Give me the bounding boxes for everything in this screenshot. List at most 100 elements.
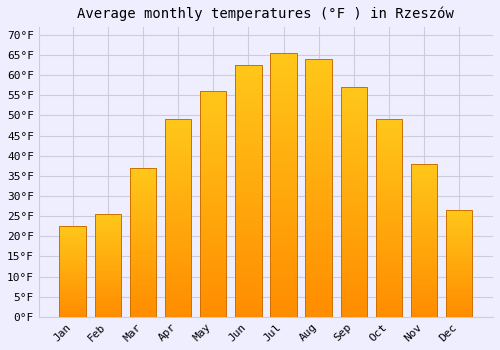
Bar [200, 177, 226, 179]
Bar [270, 121, 296, 124]
Bar [411, 274, 438, 275]
Bar [235, 166, 262, 168]
Bar [411, 185, 438, 187]
Bar [376, 224, 402, 226]
Bar [94, 304, 121, 306]
Bar [306, 67, 332, 69]
Bar [306, 294, 332, 296]
Bar [340, 248, 367, 250]
Bar [306, 59, 332, 62]
Bar [340, 138, 367, 140]
Bar [340, 96, 367, 99]
Bar [306, 242, 332, 245]
Bar [340, 103, 367, 106]
Bar [306, 234, 332, 237]
Bar [165, 181, 191, 183]
Bar [235, 141, 262, 143]
Bar [130, 197, 156, 199]
Bar [235, 131, 262, 133]
Bar [376, 313, 402, 315]
Bar [270, 293, 296, 296]
Bar [376, 261, 402, 264]
Bar [446, 229, 472, 230]
Bar [411, 201, 438, 202]
Bar [270, 277, 296, 280]
Bar [235, 148, 262, 150]
Bar [376, 119, 402, 121]
Bar [235, 108, 262, 110]
Bar [446, 239, 472, 240]
Bar [446, 252, 472, 253]
Bar [235, 269, 262, 272]
Bar [411, 306, 438, 308]
Bar [235, 249, 262, 251]
Bar [270, 246, 296, 248]
Bar [270, 140, 296, 143]
Bar [235, 158, 262, 161]
Bar [376, 157, 402, 159]
Bar [446, 292, 472, 293]
Bar [165, 228, 191, 230]
Bar [200, 279, 226, 281]
Bar [270, 82, 296, 85]
Bar [235, 100, 262, 103]
Bar [270, 114, 296, 116]
Bar [130, 239, 156, 241]
Bar [130, 228, 156, 229]
Bar [130, 294, 156, 296]
Bar [306, 134, 332, 136]
Bar [340, 234, 367, 237]
Bar [270, 66, 296, 69]
Bar [165, 297, 191, 299]
Bar [130, 312, 156, 314]
Bar [60, 303, 86, 304]
Bar [270, 288, 296, 290]
Bar [411, 242, 438, 243]
Bar [94, 218, 121, 219]
Bar [340, 142, 367, 145]
Bar [306, 75, 332, 77]
Bar [60, 305, 86, 306]
Bar [446, 306, 472, 307]
Bar [340, 154, 367, 156]
Bar [411, 237, 438, 239]
Bar [165, 252, 191, 254]
Bar [235, 231, 262, 234]
Bar [270, 58, 296, 61]
Bar [235, 146, 262, 148]
Bar [446, 288, 472, 289]
Bar [446, 283, 472, 284]
Bar [60, 270, 86, 271]
Bar [446, 299, 472, 300]
Bar [340, 257, 367, 259]
Bar [411, 202, 438, 204]
Bar [306, 286, 332, 288]
Bar [235, 236, 262, 239]
Bar [306, 177, 332, 180]
Bar [60, 309, 86, 310]
Bar [270, 206, 296, 209]
Bar [94, 223, 121, 224]
Bar [60, 289, 86, 290]
Bar [165, 256, 191, 258]
Bar [94, 233, 121, 235]
Bar [235, 297, 262, 299]
Bar [376, 159, 402, 161]
Bar [306, 118, 332, 121]
Bar [200, 125, 226, 127]
Bar [200, 276, 226, 279]
Bar [446, 296, 472, 298]
Bar [306, 268, 332, 271]
Bar [306, 92, 332, 95]
Bar [376, 281, 402, 283]
Bar [270, 132, 296, 135]
Bar [200, 249, 226, 251]
Bar [340, 287, 367, 289]
Bar [94, 268, 121, 270]
Bar [94, 293, 121, 294]
Bar [165, 193, 191, 195]
Bar [165, 177, 191, 178]
Bar [270, 119, 296, 121]
Bar [130, 308, 156, 309]
Bar [94, 276, 121, 277]
